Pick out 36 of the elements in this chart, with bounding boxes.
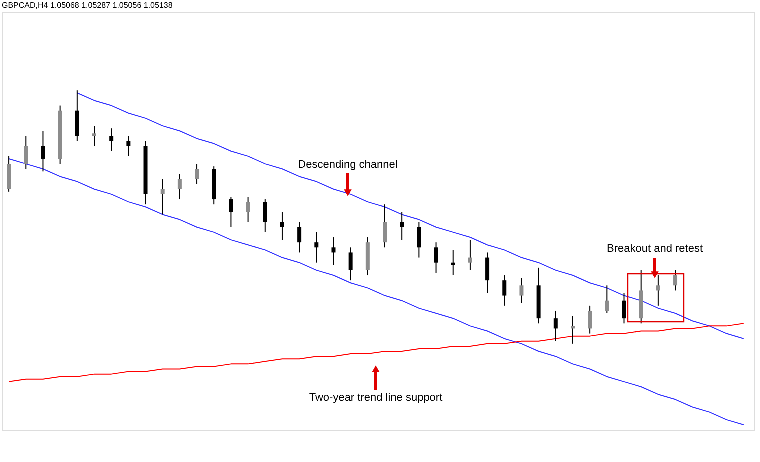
candlestick	[229, 196, 234, 228]
candlestick	[486, 252, 490, 294]
candlestick	[314, 232, 319, 264]
candlestick	[298, 222, 302, 254]
candlestick	[24, 136, 28, 170]
candlestick	[588, 305, 592, 334]
candlestick	[605, 285, 610, 314]
candlestick	[451, 250, 456, 276]
annotation: Descending channel	[298, 159, 398, 171]
candlestick	[502, 275, 507, 306]
candlestick	[110, 128, 114, 152]
candlestick	[92, 126, 96, 147]
candlestick	[280, 212, 284, 241]
candlestick	[263, 199, 268, 233]
candlestick	[656, 275, 660, 306]
candlestick	[348, 247, 353, 282]
candlestick	[160, 178, 165, 216]
candlestick	[622, 292, 626, 324]
text: Two-year trend line support	[309, 392, 443, 404]
candlestick	[383, 204, 388, 248]
chart-title: GBPCAD,H4 1.05068 1.05287 1.05056 1.05138	[2, 1, 174, 10]
candlestick	[126, 136, 131, 157]
candlestick	[570, 316, 575, 344]
candlestick	[554, 310, 558, 342]
candlestick	[520, 278, 524, 304]
candlestick	[41, 130, 46, 172]
candlestick	[178, 174, 182, 200]
candlestick	[468, 240, 472, 271]
candlestick	[417, 222, 422, 258]
annotation: Breakout and retest	[606, 243, 704, 255]
candlestick	[400, 212, 404, 241]
candlestick	[332, 237, 336, 266]
candlestick	[434, 242, 438, 274]
candlestick	[246, 196, 250, 223]
candlestick	[195, 164, 200, 185]
candlestick	[674, 270, 678, 292]
